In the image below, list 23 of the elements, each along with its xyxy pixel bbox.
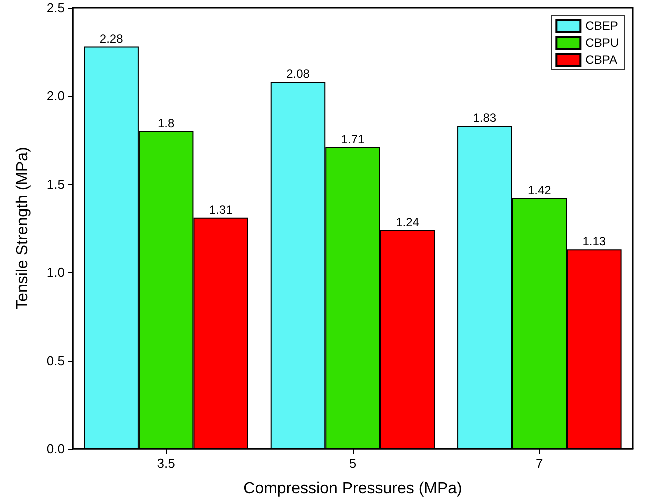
y-tick-label: 0.5 [46,353,65,368]
data-label: 1.31 [209,202,234,217]
x-tick-label: 7 [536,456,544,471]
data-label: 1.8 [158,116,175,130]
data-label: 1.24 [396,215,420,230]
data-label: 1.71 [341,132,365,146]
legend-label: CBEP [586,19,618,33]
x-axis-title: Compression Pressures (MPa) [244,480,462,498]
data-label: 1.13 [582,234,606,249]
y-tick-label: 1.0 [46,265,65,280]
data-label: 2.28 [100,32,124,46]
y-tick-label: 2.5 [46,0,65,16]
y-axis-title: Tensile Strength (MPa) [14,147,32,310]
x-tick-label: 5 [349,456,357,471]
y-tick-label: 0.0 [46,442,65,456]
data-label: 2.08 [286,67,310,82]
y-tick-label: 1.5 [46,176,65,192]
legend-label: CBPA [586,53,618,67]
y-tick-label: 2.0 [46,88,65,104]
data-label: 1.42 [528,184,552,198]
x-tick-label: 3.5 [157,456,176,471]
legend-label: CBPU [586,36,620,50]
data-label: 1.83 [473,111,497,126]
